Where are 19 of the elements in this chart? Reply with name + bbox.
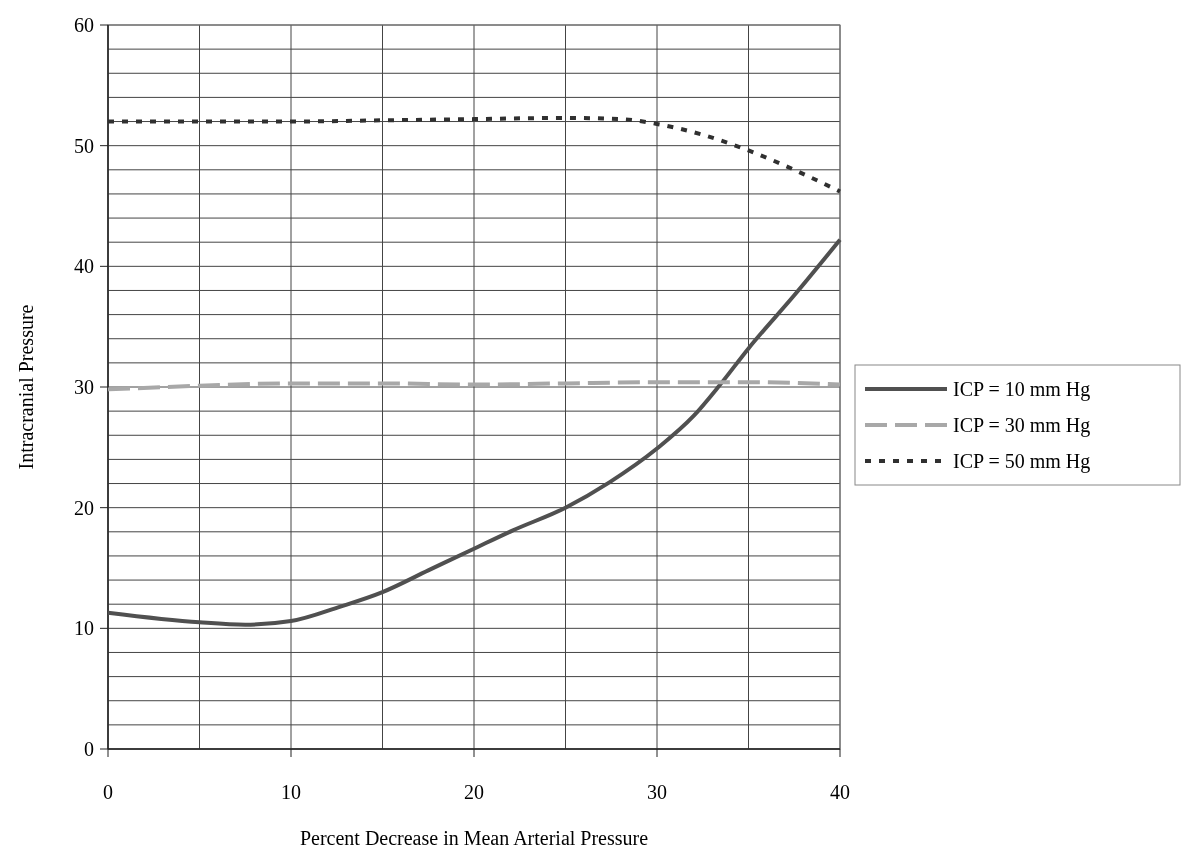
y-tick-label: 20 [74,496,94,519]
y-axis-title: Intracranial Pressure [15,304,37,470]
legend-label: ICP = 10 mm Hg [953,378,1091,401]
x-tick-label: 10 [281,781,301,803]
x-tick-label: 30 [647,781,667,803]
x-tick-label: 20 [464,781,484,803]
y-tick-label: 0 [84,738,94,760]
y-tick-label: 30 [74,376,94,398]
y-tick-label: 40 [74,255,94,278]
x-tick-label: 0 [103,781,113,803]
line-series [106,115,842,194]
x-tick-label: 40 [830,781,850,803]
legend-label: ICP = 30 mm Hg [953,414,1091,437]
legend-label: ICP = 50 mm Hg [953,450,1091,473]
x-axis-title: Percent Decrease in Mean Arterial Pressure [299,827,649,849]
y-tick-label: 10 [74,617,94,640]
line-series [106,380,842,392]
y-tick-label: 50 [74,134,94,157]
y-tick-label: 60 [74,14,94,36]
